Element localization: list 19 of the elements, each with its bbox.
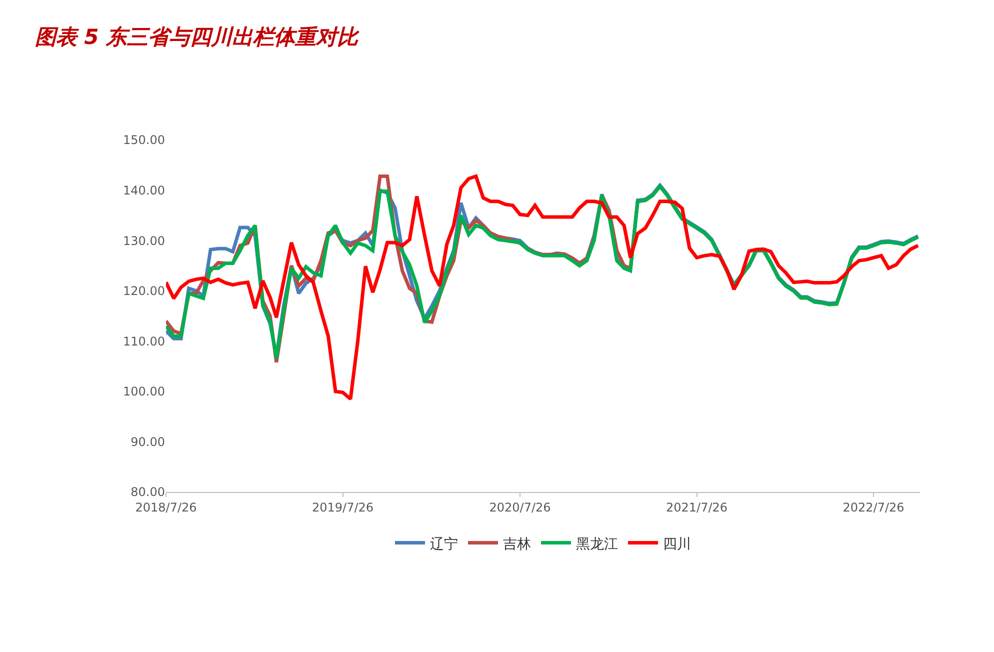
x-tick-label: 2019/7/26 (312, 500, 374, 514)
x-tick-label: 2020/7/26 (489, 500, 551, 514)
y-tick-label: 130.00 (123, 234, 165, 248)
y-tick-label: 150.00 (123, 133, 165, 148)
y-tick-label: 80.00 (130, 485, 165, 500)
line-series (166, 174, 920, 401)
chart-title: 图表 5 东三省与四川出栏体重对比 (34, 25, 360, 50)
legend-label: 四川 (663, 536, 691, 552)
x-tick-label: 2018/7/26 (135, 500, 197, 514)
y-tick-label: 140.00 (123, 183, 165, 198)
legend-label: 黑龙江 (576, 536, 618, 552)
x-tick-label: 2022/7/26 (842, 500, 904, 514)
y-tick-label: 90.00 (130, 434, 165, 449)
y-tick-label: 120.00 (123, 284, 165, 298)
x-tick-label: 2021/7/26 (666, 500, 728, 514)
y-tick-label: 110.00 (123, 334, 165, 348)
legend-label: 辽宁 (430, 536, 458, 552)
y-tick-label: 100.00 (123, 384, 165, 399)
legend-label: 吉林 (503, 536, 531, 552)
